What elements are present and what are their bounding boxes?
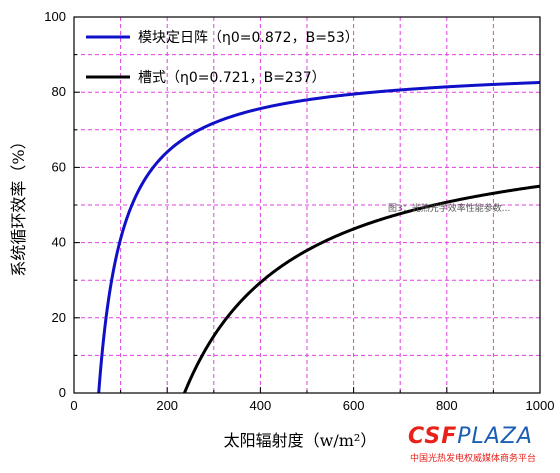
x-tick-label: 200 [156,398,178,413]
series-line-1 [97,81,541,394]
y-tick-label: 80 [52,84,66,99]
axis-ticks: 0 200 400 600 800 1000 0 20 40 60 80 100 [44,9,554,413]
series-lines [97,81,541,394]
x-tick-label: 800 [436,398,458,413]
y-tick-label: 40 [52,235,66,250]
x-axis-label: 太阳辐射度（w/m²） [224,431,377,450]
x-tick-label: 400 [250,398,272,413]
y-tick-label: 0 [59,385,66,400]
legend: 模块定日阵（η0=0.872，B=53） 槽式（η0=0.721，B=237） [86,30,359,86]
brand-watermark: CSFPLAZA 中国光热发电权威媒体商务平台 [404,424,558,472]
brand-logo-tail: PLAZA [457,424,533,449]
annotation-text: 图3：光热光学效率性能参数... [388,202,510,214]
brand-subtitle: 中国光热发电权威媒体商务平台 [410,454,537,464]
series-line-2 [183,184,541,394]
grid-lines [74,17,540,393]
x-tick-label: 0 [70,398,77,413]
y-tick-label: 60 [52,159,66,174]
legend-label-1: 模块定日阵（η0=0.872，B=53） [138,30,359,46]
y-tick-label: 20 [52,310,66,325]
brand-logo: CSFPLAZA [408,424,533,449]
legend-label-2: 槽式（η0=0.721，B=237） [138,70,326,86]
brand-logo-main: CSF [408,424,458,449]
x-tick-label: 600 [343,398,365,413]
x-tick-label: 1000 [526,398,555,413]
y-axis-label: 系统循环效率（%） [9,133,28,276]
y-tick-label: 100 [44,9,66,24]
